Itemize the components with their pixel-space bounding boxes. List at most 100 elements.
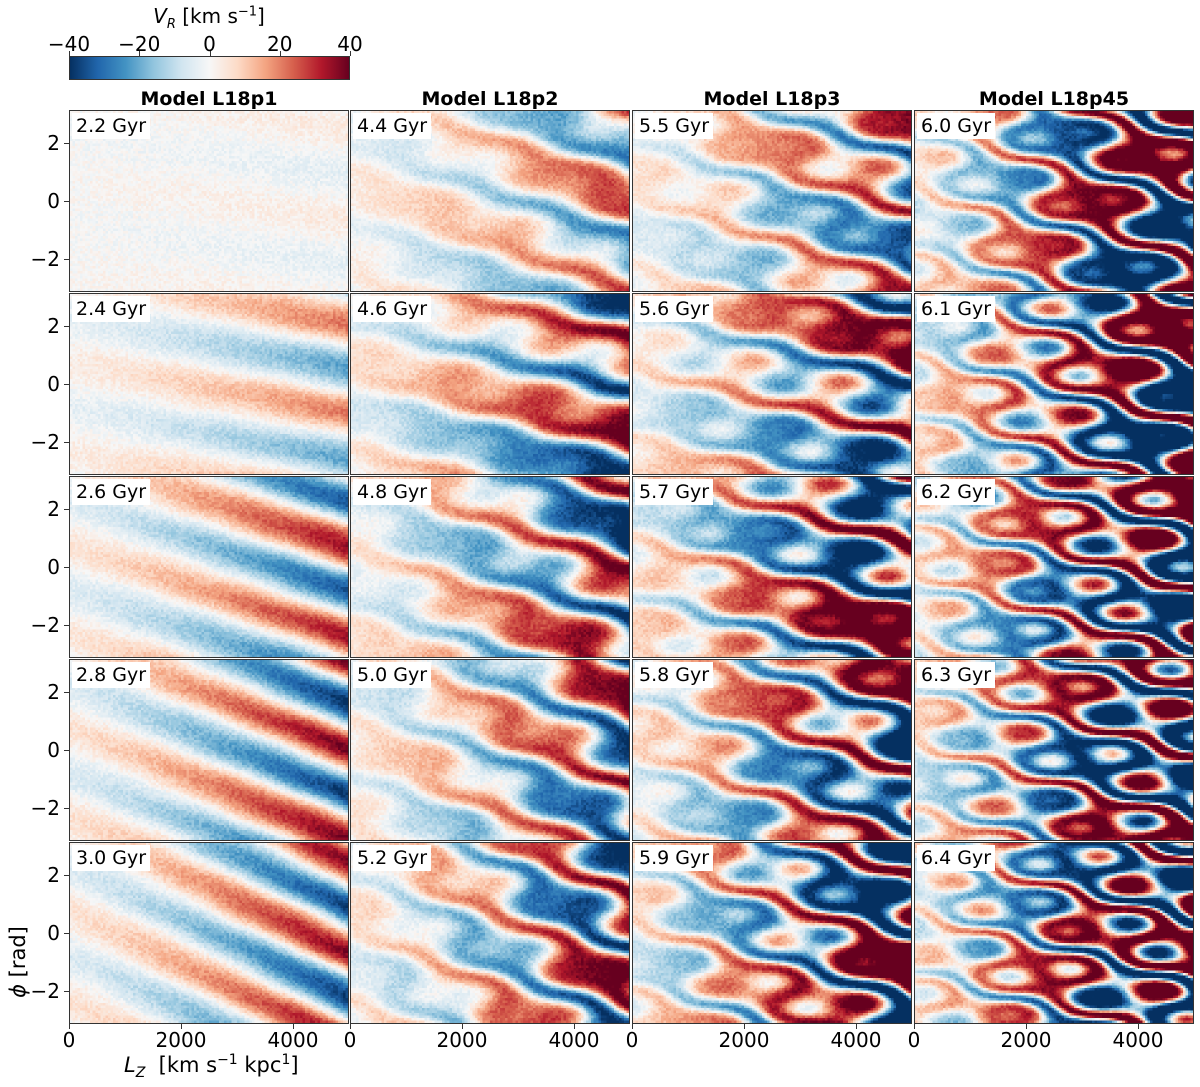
y-tick-label: −2 xyxy=(30,795,60,820)
heatmap-panel: 2.4 Gyr xyxy=(69,293,349,475)
time-label: 4.8 Gyr xyxy=(353,479,432,505)
x-tick-mark xyxy=(69,1024,70,1029)
heatmap-cells xyxy=(915,660,1193,840)
colorbar-tick-mark xyxy=(209,51,211,56)
x-tick-label: 2000 xyxy=(155,1028,207,1052)
y-tick-label: −2 xyxy=(30,246,60,271)
colorbar-label: VR [km s−1] xyxy=(153,4,265,32)
x-tick-mark xyxy=(856,1024,857,1029)
y-tick-mark xyxy=(64,875,69,877)
heatmap-panel: 5.8 Gyr xyxy=(632,659,912,841)
x-tick-label: 2000 xyxy=(1000,1028,1052,1052)
y-tick-mark xyxy=(64,807,69,809)
y-tick-label: 2 xyxy=(47,497,60,522)
heatmap-panel: 4.6 Gyr xyxy=(350,293,630,475)
heatmap-cells xyxy=(351,294,629,474)
heatmap-panel: 6.1 Gyr xyxy=(914,293,1194,475)
colorbar-tick-mark xyxy=(139,51,141,56)
x-tick-mark xyxy=(293,1024,294,1029)
colorbar xyxy=(69,56,350,80)
x-tick-mark xyxy=(914,1024,915,1029)
y-tick-label: 0 xyxy=(47,372,60,396)
x-tick-mark xyxy=(574,1024,575,1029)
heatmap-cells xyxy=(915,477,1193,657)
x-tick-label: 4000 xyxy=(830,1028,882,1052)
x-tick-label: 4000 xyxy=(548,1028,600,1052)
y-tick-mark xyxy=(64,692,69,694)
time-label: 5.8 Gyr xyxy=(635,662,714,688)
heatmap-cells xyxy=(633,294,911,474)
heatmap-panel: 2.6 Gyr xyxy=(69,476,349,658)
heatmap-cells xyxy=(70,294,348,474)
heatmap-panel: 5.9 Gyr xyxy=(632,842,912,1024)
heatmap-panel: 6.2 Gyr xyxy=(914,476,1194,658)
time-label: 6.4 Gyr xyxy=(917,845,996,871)
heatmap-panel: 4.8 Gyr xyxy=(350,476,630,658)
heatmap-panel: 6.0 Gyr xyxy=(914,110,1194,292)
x-tick-label: 0 xyxy=(907,1028,921,1052)
heatmap-cells xyxy=(633,660,911,840)
time-label: 5.0 Gyr xyxy=(353,662,432,688)
y-tick-mark xyxy=(64,750,69,751)
column-title: Model L18p1 xyxy=(140,88,278,110)
time-label: 6.0 Gyr xyxy=(917,113,996,139)
time-label: 5.7 Gyr xyxy=(635,479,714,505)
heatmap-cells xyxy=(633,843,911,1023)
x-tick-label: 4000 xyxy=(1112,1028,1164,1052)
x-tick-mark xyxy=(1138,1024,1139,1029)
heatmap-cells xyxy=(351,477,629,657)
x-tick-label: 2000 xyxy=(436,1028,488,1052)
time-label: 5.2 Gyr xyxy=(353,845,432,871)
x-tick-mark xyxy=(462,1024,463,1029)
time-label: 6.1 Gyr xyxy=(917,296,996,322)
time-label: 2.6 Gyr xyxy=(72,479,151,505)
x-tick-mark xyxy=(632,1024,633,1029)
heatmap-cells xyxy=(915,111,1193,291)
x-tick-label: 0 xyxy=(343,1028,357,1052)
y-axis-label: ϕ [rad] xyxy=(5,926,30,998)
heatmap-cells xyxy=(70,843,348,1023)
heatmap-cells xyxy=(70,477,348,657)
heatmap-panel: 4.4 Gyr xyxy=(350,110,630,292)
y-tick-mark xyxy=(64,509,69,511)
colorbar-tick-mark xyxy=(350,51,351,56)
y-tick-label: 2 xyxy=(47,131,60,156)
time-label: 6.2 Gyr xyxy=(917,479,996,505)
heatmap-panel: 5.0 Gyr xyxy=(350,659,630,841)
x-tick-mark xyxy=(744,1024,745,1029)
y-tick-mark xyxy=(64,567,69,568)
heatmap-cells xyxy=(351,843,629,1023)
heatmap-cells xyxy=(633,111,911,291)
x-tick-label: 2000 xyxy=(718,1028,770,1052)
y-tick-mark xyxy=(64,441,69,443)
time-label: 4.4 Gyr xyxy=(353,113,432,139)
y-tick-mark xyxy=(64,624,69,626)
time-label: 5.6 Gyr xyxy=(635,296,714,322)
time-label: 3.0 Gyr xyxy=(72,845,151,871)
x-tick-label: 0 xyxy=(62,1028,76,1052)
x-tick-mark xyxy=(350,1024,351,1029)
heatmap-cells xyxy=(70,660,348,840)
heatmap-panel: 5.2 Gyr xyxy=(350,842,630,1024)
colorbar-tick-label: 0 xyxy=(203,32,216,56)
time-label: 2.2 Gyr xyxy=(72,113,151,139)
heatmap-panel: 2.8 Gyr xyxy=(69,659,349,841)
y-tick-label: 2 xyxy=(47,863,60,888)
y-tick-mark xyxy=(64,933,69,934)
x-axis-label: LZ [km s−1 kpc1] xyxy=(124,1052,299,1082)
x-tick-label: 4000 xyxy=(267,1028,319,1052)
column-title: Model L18p2 xyxy=(421,88,559,110)
time-label: 5.9 Gyr xyxy=(635,845,714,871)
y-tick-label: 2 xyxy=(47,314,60,339)
heatmap-cells xyxy=(915,843,1193,1023)
y-tick-label: −2 xyxy=(30,978,60,1003)
time-label: 5.5 Gyr xyxy=(635,113,714,139)
heatmap-panel: 6.4 Gyr xyxy=(914,842,1194,1024)
colorbar-tick-mark xyxy=(279,51,281,56)
heatmap-panel: 2.2 Gyr xyxy=(69,110,349,292)
colorbar-tick-mark xyxy=(69,51,70,56)
y-tick-label: −2 xyxy=(30,612,60,637)
y-tick-label: 2 xyxy=(47,680,60,705)
heatmap-panel: 5.5 Gyr xyxy=(632,110,912,292)
